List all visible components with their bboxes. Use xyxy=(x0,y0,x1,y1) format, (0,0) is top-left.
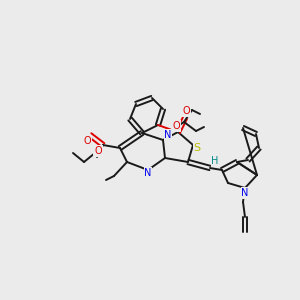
Text: O: O xyxy=(94,146,102,156)
Text: N: N xyxy=(164,130,172,140)
Text: O: O xyxy=(83,136,91,146)
Text: S: S xyxy=(194,143,201,153)
Text: N: N xyxy=(144,168,152,178)
Text: H: H xyxy=(211,156,219,166)
Text: N: N xyxy=(241,188,249,198)
Text: O: O xyxy=(182,106,190,116)
Text: O: O xyxy=(172,121,180,131)
